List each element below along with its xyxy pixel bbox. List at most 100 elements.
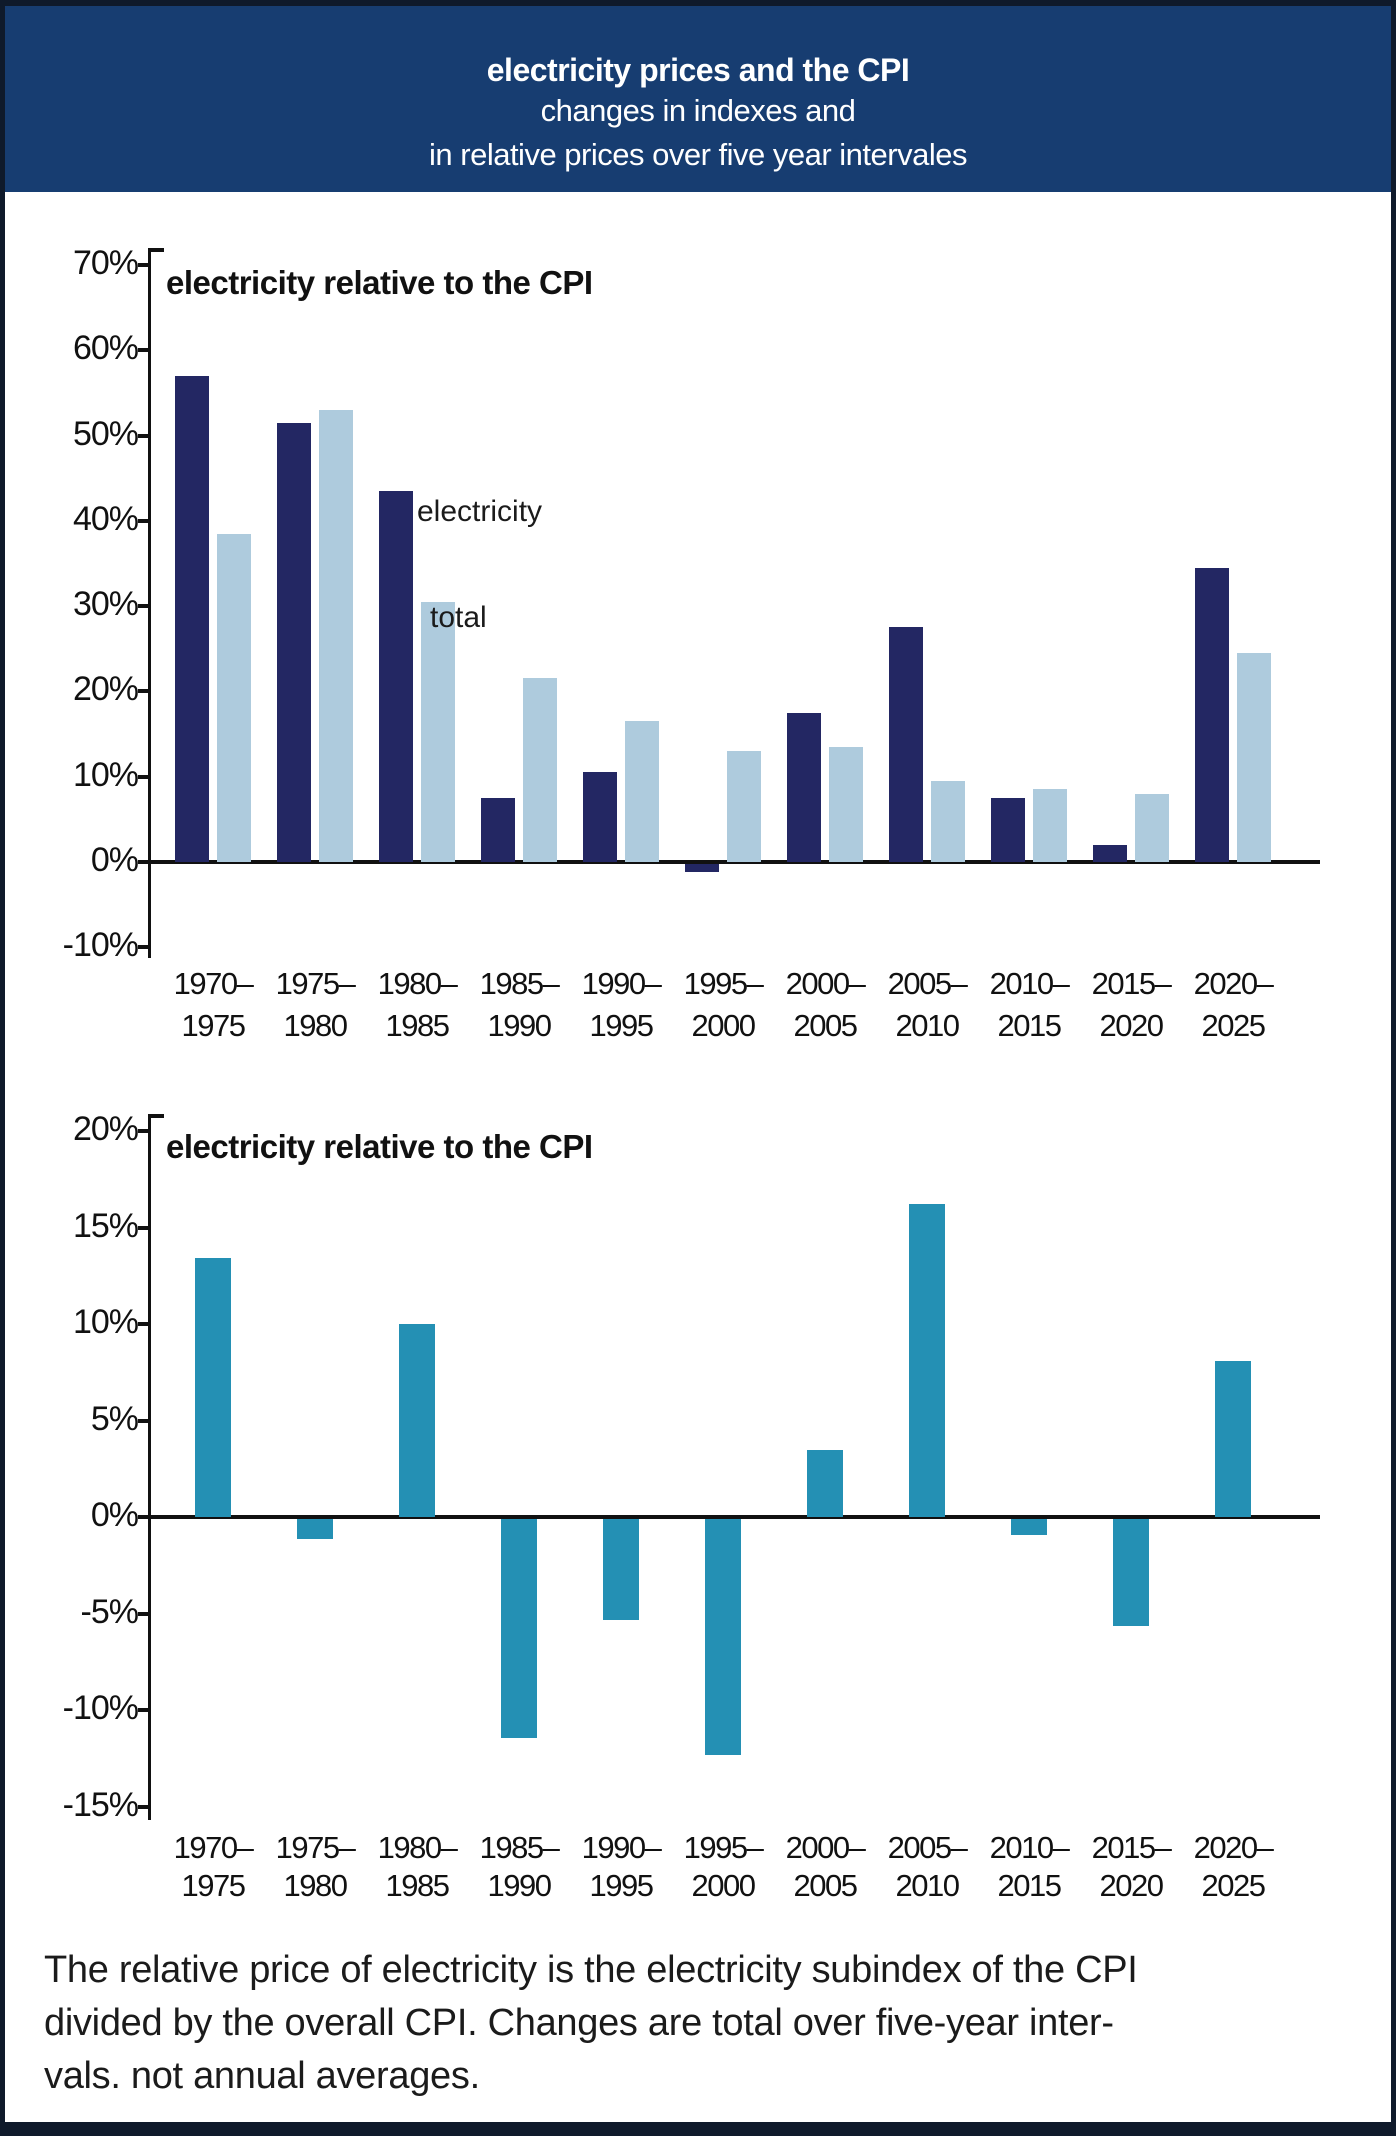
y-axis-tick xyxy=(138,348,151,353)
figure-title: electricity prices and the CPI xyxy=(486,52,910,88)
bar-electricity-relative-to-the-CPI-1980-1985 xyxy=(399,1324,435,1518)
x-axis-line xyxy=(150,1515,1320,1520)
bar-electricity-1985-1990 xyxy=(481,797,515,862)
frame-border-top xyxy=(0,0,1396,6)
bar-electricity-1975-1980 xyxy=(277,422,311,862)
y-axis-tick xyxy=(138,945,151,949)
bar-electricity-2005-2010 xyxy=(889,627,923,862)
bar-electricity-1970-1975 xyxy=(175,375,209,862)
bar-total-2005-2010 xyxy=(931,780,965,862)
x-axis-label-line1: 1975– xyxy=(275,1830,356,1865)
x-axis-label-line1: 1995– xyxy=(683,966,764,1001)
bar-total-1970-1975 xyxy=(217,533,251,862)
chart-title: electricity relative to the CPI xyxy=(166,1128,593,1165)
y-axis-label--15pct: -15% xyxy=(62,1786,139,1824)
y-axis-line xyxy=(148,1114,151,1820)
footnote-line-3: vals. not annual averages. xyxy=(44,2055,480,2097)
y-axis-tick xyxy=(138,774,151,779)
bar-electricity-1990-1995 xyxy=(583,772,617,862)
x-axis-label-line1: 2010– xyxy=(989,966,1070,1001)
x-axis-label-line2: 1980 xyxy=(283,1868,348,1903)
x-axis-label-line2: 2005 xyxy=(793,1008,858,1043)
y-axis-label--5pct: -5% xyxy=(80,1592,139,1631)
x-axis-label-line2: 2015 xyxy=(997,1008,1062,1043)
y-axis-line xyxy=(148,248,151,958)
y-axis-label-60pct: 60% xyxy=(72,329,139,368)
y-axis-label--10pct: -10% xyxy=(62,926,139,964)
bar-total-2020-2025 xyxy=(1237,652,1271,862)
bar-electricity-relative-to-the-CPI-2010-2015 xyxy=(1011,1519,1047,1535)
x-axis-label-line1: 1970– xyxy=(173,966,254,1001)
bar-total-1975-1980 xyxy=(319,409,353,862)
x-axis-label-line1: 2005– xyxy=(887,966,968,1001)
y-axis-tick xyxy=(138,1611,151,1616)
bar-electricity-relative-to-the-CPI-2015-2020 xyxy=(1113,1519,1149,1626)
figure-subtitle-2: in relative prices over five year interv… xyxy=(429,137,967,172)
x-axis-label-line1: 2000– xyxy=(785,966,866,1001)
bar-electricity-2010-2015 xyxy=(991,797,1025,862)
y-axis-tick xyxy=(138,1129,151,1133)
footnote-line-1: The relative price of electricity is the… xyxy=(44,1949,1138,1991)
x-axis-label-line2: 2025 xyxy=(1201,1008,1266,1043)
x-axis-label-line1: 2005– xyxy=(887,1830,968,1865)
bar-electricity-2020-2025 xyxy=(1195,567,1229,862)
x-axis-label-line1: 1990– xyxy=(581,1830,662,1865)
x-axis-label-line2: 1980 xyxy=(283,1008,348,1043)
x-axis-label-line1: 1995– xyxy=(683,1830,764,1865)
x-axis-label-line1: 2015– xyxy=(1091,1830,1172,1865)
x-axis-label-line1: 2015– xyxy=(1091,966,1172,1001)
x-axis-label-line1: 2010– xyxy=(989,1830,1070,1865)
x-axis-label-line2: 2020 xyxy=(1099,1868,1164,1903)
y-axis-tick xyxy=(138,1418,151,1423)
series-label-electricity: electricity xyxy=(417,495,543,528)
bar-electricity-relative-to-the-CPI-1975-1980 xyxy=(297,1519,333,1539)
x-axis-label-line1: 1985– xyxy=(479,966,560,1001)
y-axis-tick xyxy=(138,1708,151,1713)
y-axis-tick xyxy=(138,1515,151,1520)
y-axis-label-30pct: 30% xyxy=(72,585,139,623)
bar-electricity-relative-to-the-CPI-1995-2000 xyxy=(705,1519,741,1755)
x-axis-label-line2: 2010 xyxy=(895,1008,960,1043)
y-axis-tick xyxy=(138,433,151,438)
bar-electricity-relative-to-the-CPI-2020-2025 xyxy=(1215,1360,1251,1518)
bar-total-2000-2005 xyxy=(829,746,863,862)
x-axis-label-line1: 1970– xyxy=(173,1830,254,1865)
y-axis-label-10pct: 10% xyxy=(72,755,139,794)
frame-border-bottom xyxy=(0,2122,1396,2136)
x-axis-label-line2: 2020 xyxy=(1099,1008,1164,1043)
x-axis-label-line2: 1975 xyxy=(181,1008,246,1043)
bar-electricity-relative-to-the-CPI-2000-2005 xyxy=(807,1449,843,1518)
bar-electricity-relative-to-the-CPI-1985-1990 xyxy=(501,1519,537,1738)
y-axis-tick xyxy=(138,859,151,864)
x-axis-label-line2: 2025 xyxy=(1201,1868,1266,1903)
x-axis-label-line1: 2020– xyxy=(1193,1830,1274,1865)
y-axis-tick xyxy=(138,604,151,608)
bar-total-2015-2020 xyxy=(1135,793,1169,862)
x-axis-label-line1: 1975– xyxy=(275,966,356,1001)
y-axis-label-50pct: 50% xyxy=(72,414,139,453)
x-axis-label-line2: 1990 xyxy=(487,1868,552,1903)
figure-subtitle-1: changes in indexes and xyxy=(540,93,856,128)
series-label-total: total xyxy=(430,601,487,634)
y-axis-tick xyxy=(138,689,151,694)
y-axis-label-20pct: 20% xyxy=(72,670,139,709)
x-axis-label-line1: 1985– xyxy=(479,1830,560,1865)
bar-electricity-1995-2000 xyxy=(685,863,719,873)
y-axis-label-10pct: 10% xyxy=(72,1303,139,1342)
figure-footnote: The relative price of electricity is the… xyxy=(44,1944,1138,2103)
x-axis-label-line2: 1990 xyxy=(487,1008,552,1043)
chart-title: electricity relative to the CPI xyxy=(166,264,593,301)
bar-electricity-2015-2020 xyxy=(1093,844,1127,862)
y-axis-label-40pct: 40% xyxy=(72,499,139,538)
y-axis-tick xyxy=(138,263,151,267)
y-axis-label-15pct: 15% xyxy=(72,1206,139,1245)
x-axis-label-line1: 1980– xyxy=(377,966,458,1001)
x-axis-label-line2: 1975 xyxy=(181,1868,246,1903)
footnote-line-2: divided by the overall CPI. Changes are … xyxy=(44,2002,1114,2044)
bar-total-1995-2000 xyxy=(727,750,761,862)
frame-border-right xyxy=(1391,0,1396,2136)
y-axis-label-0pct: 0% xyxy=(90,1496,139,1535)
x-axis-label-line2: 1985 xyxy=(385,1008,450,1043)
